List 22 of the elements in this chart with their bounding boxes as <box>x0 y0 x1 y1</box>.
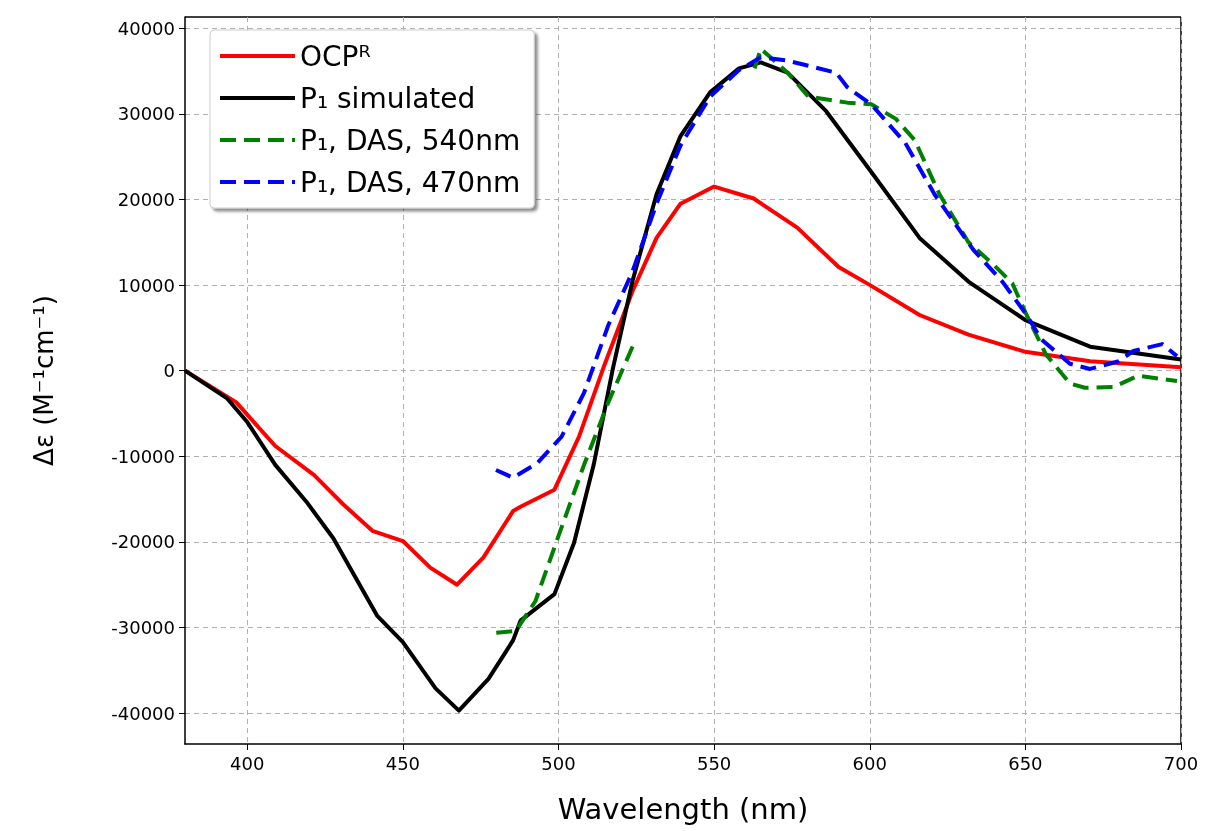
x-tick-label: 550 <box>696 752 732 774</box>
legend-label: P₁, DAS, 470nm <box>300 165 521 199</box>
x-tick-label: 500 <box>541 752 576 774</box>
y-tick-label: -20000 <box>111 531 175 553</box>
x-tick-label: 400 <box>230 752 265 774</box>
x-tick-label: 700 <box>1163 752 1199 774</box>
legend-label: OCPᴿ <box>300 39 371 73</box>
y-tick-label: 40000 <box>117 17 175 39</box>
x-tick-label: 650 <box>1008 752 1043 774</box>
y-tick-label: 0 <box>163 360 175 382</box>
y-tick-label: 30000 <box>117 103 175 125</box>
x-tick-label: 450 <box>385 752 421 774</box>
x-axis-title: Wavelength (nm) <box>557 791 809 826</box>
legend-label: P₁ simulated <box>300 81 476 115</box>
x-tick-label: 600 <box>852 752 887 774</box>
y-tick-label: -10000 <box>111 445 175 467</box>
y-axis-title: Δε (M⁻¹cm⁻¹) <box>29 295 59 466</box>
y-tick-label: 20000 <box>117 188 175 210</box>
y-tick-label: 10000 <box>117 274 175 296</box>
y-tick-label: -40000 <box>111 702 175 724</box>
y-tick-label: -30000 <box>111 617 175 639</box>
legend-label: P₁, DAS, 540nm <box>300 123 521 157</box>
